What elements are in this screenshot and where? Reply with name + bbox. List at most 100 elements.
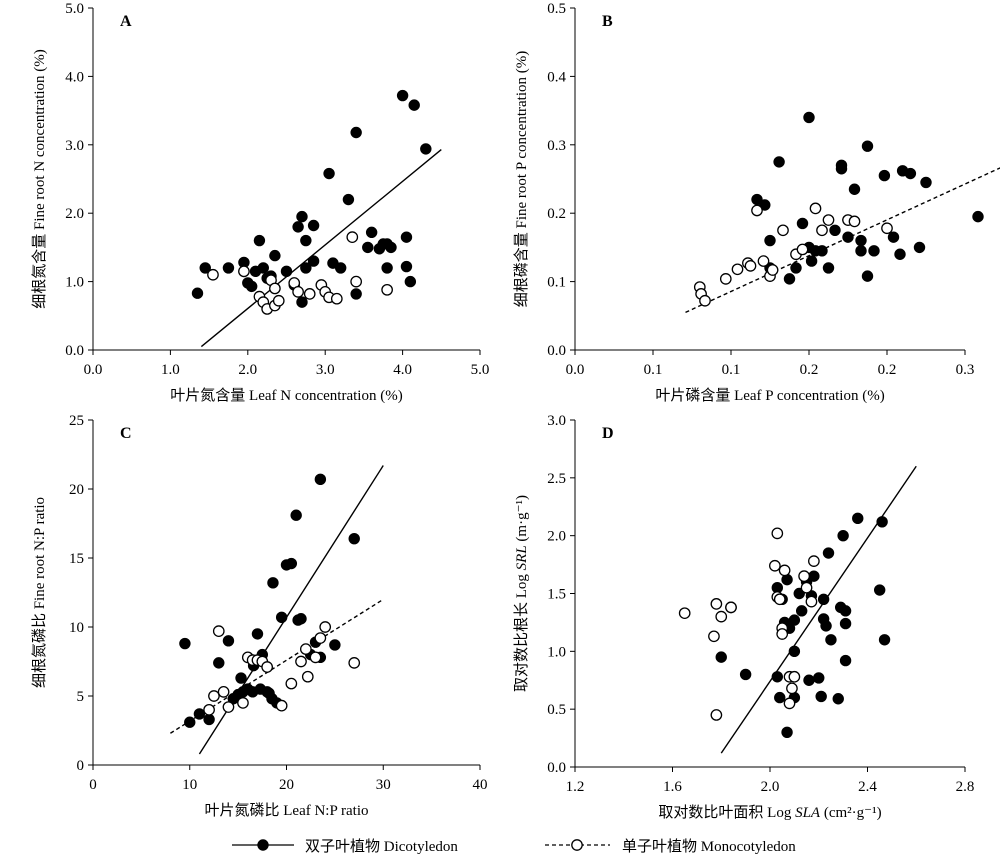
- dicot-point: [972, 210, 984, 223]
- panel-label: C: [120, 425, 132, 442]
- dicot-point: [887, 231, 900, 243]
- dicot-point: [815, 690, 827, 703]
- dicot-point: [822, 262, 835, 274]
- y-axis-label-var: SRL: [514, 545, 530, 570]
- y-axis-label: 细根磷含量 Fine root P concentration (%): [513, 51, 530, 307]
- mono-point: [208, 690, 220, 702]
- x-tick-label: 0: [89, 777, 97, 793]
- mono-point: [776, 628, 789, 640]
- y-axis-label: 取对数比根长 Log SRL (m·g⁻¹): [513, 495, 530, 692]
- dicot-point: [179, 637, 191, 650]
- mono-point: [798, 570, 810, 583]
- dicot-point: [222, 635, 235, 647]
- legend-mono-label: 单子叶植物 Monocotyledon: [622, 838, 796, 855]
- dicot-point: [365, 226, 378, 239]
- dicot-point: [295, 613, 307, 625]
- mono-point: [822, 214, 835, 226]
- dicot-point: [855, 245, 867, 257]
- dicot-point: [904, 167, 917, 180]
- y-tick-label: 2.0: [547, 529, 566, 545]
- dicot-point: [329, 639, 341, 651]
- y-tick-label: 10: [69, 620, 84, 636]
- y-axis-label: 细根氮含量 Fine root N concentration (%): [31, 49, 48, 309]
- dicot-point: [307, 255, 320, 267]
- y-tick-label: 20: [69, 482, 84, 498]
- dicot-point: [323, 167, 335, 180]
- mono-point: [848, 215, 861, 228]
- dicot-point: [839, 617, 852, 630]
- dicot-point: [832, 693, 844, 705]
- mono-point: [710, 709, 723, 721]
- dicot-point: [350, 126, 362, 139]
- y-tick-label: 0.0: [65, 343, 84, 359]
- dicot-point: [381, 262, 393, 274]
- dicot-point: [773, 156, 785, 168]
- mono-point: [330, 292, 343, 305]
- dicot-point: [783, 273, 796, 285]
- mono-point: [212, 625, 225, 637]
- y-tick-label: 0.4: [547, 69, 566, 85]
- mono-point: [261, 661, 273, 673]
- mono-point: [350, 275, 363, 288]
- mono-point: [708, 630, 720, 643]
- dicot-point: [774, 691, 786, 704]
- y-tick-label: 0.5: [547, 702, 566, 718]
- mono-point: [809, 202, 822, 215]
- x-tick-label: 20: [279, 777, 294, 793]
- dicot-point: [715, 651, 727, 663]
- dicot-point: [739, 668, 752, 681]
- y-tick-label: 25: [69, 413, 84, 429]
- dicot-point: [894, 248, 906, 260]
- y-tick-label: 0: [77, 758, 85, 774]
- x-tick-label: 0.1: [644, 362, 663, 378]
- dicot-point: [275, 611, 288, 624]
- dicot-point: [781, 726, 793, 738]
- mono-point: [771, 527, 784, 540]
- mono-point: [217, 686, 230, 698]
- mono-point: [808, 555, 820, 567]
- x-tick-label: 0.0: [566, 362, 585, 378]
- x-tick-label: 40: [473, 777, 488, 793]
- panel-label: B: [602, 13, 613, 30]
- mono-point: [757, 255, 770, 267]
- dicot-fit-line: [200, 149, 442, 348]
- dicot-point: [842, 231, 854, 243]
- x-tick-label: 1.6: [663, 779, 682, 795]
- panel-b: 0.0 0.1 0.1 0.2 0.2 0.3 0.0 0.1 0.2 0.3 0.4 0.5 B 叶片磷…: [513, 1, 1000, 404]
- x-tick-label: 2.0: [238, 362, 257, 378]
- dicot-point: [385, 241, 397, 254]
- panels: 0.0 1.0 2.0 3.0 4.0 5.0 0.0 1.0 2.0 3.0 4.0 5.0 A 叶片氮…: [31, 1, 1000, 821]
- mono-point: [222, 701, 235, 713]
- y-tick-label: 0.1: [547, 275, 566, 291]
- y-tick-label: 3.0: [547, 413, 566, 429]
- mono-point: [769, 559, 781, 572]
- y-tick-label: 0.2: [547, 206, 566, 222]
- dicot-point: [300, 234, 312, 247]
- dicot-point: [764, 234, 776, 247]
- dicot-point: [878, 634, 891, 646]
- mono-point: [725, 601, 737, 614]
- dicot-point: [334, 262, 347, 274]
- dicot-point: [203, 713, 215, 726]
- dicot-point: [829, 224, 841, 237]
- dicot-point: [350, 288, 362, 300]
- dicot-point: [839, 605, 852, 617]
- legend: 双子叶植物 Dicotyledon 单子叶植物 Monocotyledon: [232, 838, 796, 855]
- dicot-fit-line: [720, 465, 917, 754]
- y-axis-label-unit: (m·g⁻¹): [514, 495, 530, 545]
- dicot-point: [267, 577, 279, 589]
- dicot-point: [296, 296, 308, 308]
- mono-point: [744, 260, 757, 272]
- y-tick-label: 2.0: [65, 206, 84, 222]
- dicot-point: [852, 512, 864, 525]
- y-tick-label: 2.5: [547, 471, 566, 487]
- mono-point: [816, 224, 828, 237]
- mono-point: [805, 595, 818, 608]
- y-axis-label-text: 取对数比根长 Log: [513, 570, 530, 692]
- dicot-point: [222, 262, 235, 274]
- dicot-point: [307, 219, 320, 232]
- dicot-point: [822, 547, 835, 559]
- y-tick-label: 5.0: [65, 1, 84, 17]
- dicot-point: [269, 249, 281, 262]
